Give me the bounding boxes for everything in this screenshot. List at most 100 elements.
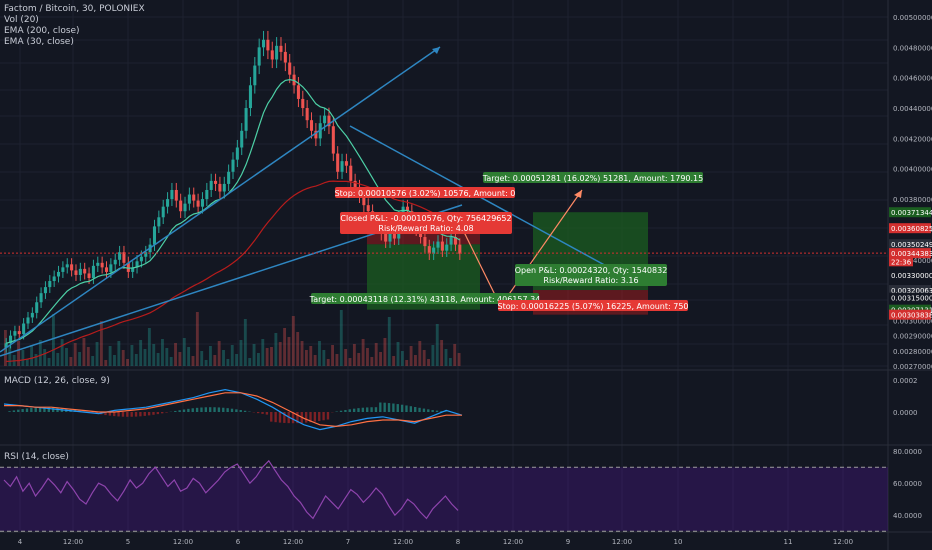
volume-bar-33 bbox=[147, 328, 151, 366]
macd-histogram-42 bbox=[187, 408, 190, 412]
volume-bar-103 bbox=[453, 344, 457, 366]
candle-body-42 bbox=[187, 194, 191, 204]
candle-body-103 bbox=[453, 237, 457, 245]
macd-histogram-70 bbox=[309, 412, 312, 423]
volume-bar-13 bbox=[60, 339, 64, 366]
macd-histogram-71 bbox=[313, 412, 317, 422]
candle-body-100 bbox=[440, 241, 444, 251]
rsi-tick-1: 60.0000 bbox=[893, 480, 922, 488]
volume-bar-1 bbox=[8, 346, 12, 366]
time-tick-8: 8 bbox=[456, 538, 460, 546]
volume-bar-81 bbox=[357, 353, 361, 366]
macd-histogram-89 bbox=[392, 403, 395, 412]
stop-label-long-box bbox=[498, 300, 688, 311]
candle-body-40 bbox=[179, 200, 183, 212]
volume-bar-40 bbox=[178, 352, 182, 366]
price-tick-6: 0.00380000 bbox=[893, 196, 932, 204]
stop-label-short-box bbox=[335, 187, 515, 198]
candle-body-91 bbox=[401, 206, 405, 218]
candle-body-43 bbox=[192, 194, 196, 201]
volume-bar-57 bbox=[252, 344, 256, 366]
time-tick-1: 12:00 bbox=[63, 538, 83, 546]
volume-bar-102 bbox=[448, 358, 452, 366]
candle-body-23 bbox=[104, 267, 109, 272]
volume-bar-27 bbox=[121, 350, 125, 366]
macd-histogram-26 bbox=[117, 412, 120, 417]
volume-bar-12 bbox=[56, 353, 60, 366]
price-tick-4: 0.00420000 bbox=[893, 135, 932, 143]
macd-histogram-100 bbox=[440, 411, 443, 412]
macd-histogram-37 bbox=[165, 412, 168, 413]
volume-bar-52 bbox=[230, 345, 234, 366]
time-tick-4: 6 bbox=[236, 538, 241, 546]
time-tick-14: 12:00 bbox=[833, 538, 853, 546]
macd-histogram-52 bbox=[230, 408, 234, 412]
macd-histogram-34 bbox=[152, 412, 155, 415]
time-tick-3: 12:00 bbox=[173, 538, 193, 546]
candle-body-31 bbox=[139, 256, 143, 262]
volume-bar-53 bbox=[235, 354, 239, 366]
candle-body-8 bbox=[39, 293, 43, 303]
candle-body-55 bbox=[244, 108, 248, 131]
time-tick-5: 12:00 bbox=[283, 538, 303, 546]
candle-body-7 bbox=[35, 302, 39, 313]
candle-body-4 bbox=[22, 323, 26, 335]
volume-bar-41 bbox=[182, 338, 186, 366]
volume-bar-51 bbox=[226, 359, 230, 366]
candle-body-98 bbox=[432, 247, 436, 254]
price-tick-12: 0.00280000 bbox=[893, 348, 932, 356]
volume-bar-15 bbox=[69, 357, 73, 366]
candle-body-2 bbox=[13, 331, 17, 336]
volume-bar-86 bbox=[379, 352, 382, 366]
macd-signal-line bbox=[4, 392, 462, 428]
candle-body-28 bbox=[126, 262, 130, 272]
macd-histogram-81 bbox=[357, 408, 360, 412]
macd-histogram-60 bbox=[265, 412, 269, 415]
closed-pnl-label-text-1: Risk/Reward Ratio: 4.08 bbox=[378, 224, 473, 233]
candle-body-3 bbox=[17, 331, 21, 335]
stop-label-short-text-0: Stop: 0.00010576 (3.02%) 10576, Amount: … bbox=[335, 189, 516, 198]
macd-histogram-80 bbox=[352, 408, 356, 412]
volume-bar-9 bbox=[43, 349, 47, 366]
macd-histogram-63 bbox=[278, 412, 282, 423]
candle-body-41 bbox=[183, 203, 187, 212]
volume-bar-76 bbox=[335, 354, 339, 366]
time-tick-13: 11 bbox=[784, 538, 793, 546]
macd-histogram-29 bbox=[130, 412, 133, 417]
volume-bar-37 bbox=[165, 348, 169, 366]
macd-histogram-53 bbox=[235, 409, 238, 412]
target-label-short-text-0: Target: 0.00043118 (12.31%) 43118, Amoun… bbox=[309, 295, 541, 304]
volume-bar-90 bbox=[396, 342, 400, 366]
volume-bar-28 bbox=[126, 359, 129, 366]
candle-body-76 bbox=[336, 153, 340, 172]
volume-bar-69 bbox=[304, 350, 308, 366]
volume-bar-4 bbox=[21, 350, 25, 366]
volume-bar-32 bbox=[143, 349, 147, 366]
candle-body-60 bbox=[266, 39, 270, 51]
candle-body-9 bbox=[43, 287, 47, 294]
volume-bar-78 bbox=[344, 349, 348, 366]
candle-body-19 bbox=[87, 273, 91, 278]
macd-histogram-64 bbox=[283, 412, 286, 423]
candle-body-78 bbox=[344, 161, 348, 166]
macd-histogram-41 bbox=[182, 409, 186, 412]
volume-bar-55 bbox=[243, 319, 247, 366]
macd-histogram-67 bbox=[296, 412, 299, 424]
macd-histogram-74 bbox=[326, 412, 330, 420]
price-label-bg-9 bbox=[889, 309, 931, 320]
candle-body-89 bbox=[392, 232, 396, 239]
volume-bar-3 bbox=[17, 341, 20, 366]
macd-histogram-58 bbox=[256, 412, 260, 414]
candle-body-38 bbox=[170, 189, 174, 200]
open-pnl-label-text-0: Open P&L: 0.00024320, Qty: 1540832 bbox=[515, 266, 668, 275]
volume-bar-98 bbox=[431, 345, 435, 366]
price-label-bg-7 bbox=[889, 292, 931, 303]
volume-bar-31 bbox=[139, 340, 143, 366]
time-tick-2: 5 bbox=[126, 538, 130, 546]
volume-bar-79 bbox=[348, 358, 352, 366]
volume-bar-56 bbox=[248, 358, 252, 366]
price-label-2: 0.00350249 bbox=[891, 241, 932, 249]
rsi-band bbox=[0, 467, 888, 532]
candle-body-46 bbox=[205, 189, 209, 200]
